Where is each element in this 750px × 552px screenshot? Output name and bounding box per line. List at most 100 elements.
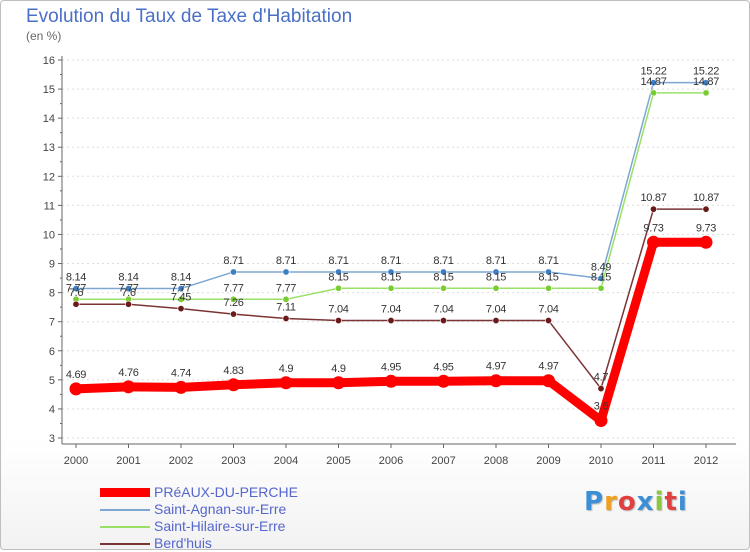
data-label: 8.71 bbox=[538, 255, 558, 267]
data-point bbox=[544, 317, 552, 325]
data-point bbox=[492, 317, 500, 325]
axis-layer: 3 4 5 6 7 8 9 10 11 12 13 14 15 16 2000 2001 2002 2003 200… bbox=[43, 55, 736, 467]
data-label: 7.04 bbox=[538, 304, 558, 316]
data-label: 7.11 bbox=[276, 301, 296, 313]
data-label: 8.71 bbox=[328, 255, 348, 267]
x-tick-label: 2012 bbox=[694, 455, 718, 467]
x-tick-label: 2004 bbox=[274, 455, 298, 467]
data-point bbox=[437, 374, 450, 388]
chart-subtitle: (en %) bbox=[26, 29, 62, 43]
data-point bbox=[227, 378, 240, 392]
legend-swatch bbox=[100, 526, 150, 528]
data-label: 8.14 bbox=[118, 272, 138, 284]
chart-title: Evolution du Taux de Taxe d'Habitation bbox=[26, 6, 353, 27]
data-label: 8.49 bbox=[591, 261, 611, 273]
y-tick-label: 11 bbox=[44, 200, 55, 212]
data-point bbox=[177, 295, 185, 303]
data-point bbox=[72, 285, 80, 293]
data-label: 7.04 bbox=[328, 304, 348, 316]
data-point bbox=[699, 235, 713, 249]
data-label: 8.15 bbox=[538, 271, 558, 283]
proxiti-logo: Proxiti bbox=[584, 487, 688, 517]
logo-letter: i bbox=[677, 487, 688, 517]
data-point bbox=[282, 295, 290, 303]
data-label: 3.6 bbox=[594, 401, 609, 413]
data-point bbox=[122, 380, 135, 394]
data-label-layer: 8.14 8.14 8.14 8.71 8.71 8.71 8.71 8.71 8.71 8.71… bbox=[66, 66, 720, 413]
data-label: 7.45 bbox=[171, 292, 191, 304]
data-point bbox=[647, 235, 660, 249]
data-point bbox=[387, 317, 395, 325]
y-tick-label: 15 bbox=[43, 84, 55, 96]
legend-label: PRéAUX-DU-PERCHE bbox=[154, 484, 298, 500]
legend-item: PRéAUX-DU-PERCHE bbox=[100, 484, 360, 501]
data-label: 8.71 bbox=[381, 255, 401, 267]
series-layer bbox=[69, 79, 713, 428]
y-tick-label: 14 bbox=[43, 113, 55, 125]
data-label: 8.71 bbox=[486, 255, 506, 267]
data-label: 7.6 bbox=[121, 287, 136, 299]
x-tick-label: 2000 bbox=[64, 455, 88, 467]
data-point bbox=[544, 268, 552, 276]
legend-label: Saint-Hilaire-sur-Erre bbox=[154, 518, 286, 534]
data-label: 7.6 bbox=[69, 287, 84, 299]
data-label: 8.71 bbox=[276, 255, 296, 267]
data-label: 4.95 bbox=[433, 361, 453, 373]
logo-letter: t bbox=[664, 487, 678, 517]
data-point bbox=[542, 374, 555, 388]
data-label: 7.26 bbox=[223, 297, 243, 309]
legend-item: Saint-Agnan-sur-Erre bbox=[100, 501, 360, 518]
data-label: 8.14 bbox=[66, 272, 86, 284]
data-point bbox=[439, 268, 447, 276]
data-point bbox=[387, 268, 395, 276]
data-label: 4.97 bbox=[538, 361, 558, 373]
x-tick-label: 2005 bbox=[326, 455, 350, 467]
data-point bbox=[702, 89, 710, 97]
y-tick-label: 9 bbox=[49, 259, 55, 271]
data-label: 8.71 bbox=[433, 255, 453, 267]
y-tick-label: 6 bbox=[49, 346, 55, 358]
data-point bbox=[177, 305, 185, 313]
data-label: 7.04 bbox=[433, 304, 453, 316]
data-label: 7.77 bbox=[171, 282, 191, 294]
data-point bbox=[332, 376, 345, 390]
data-point bbox=[334, 268, 342, 276]
logo-letter: P bbox=[584, 487, 605, 517]
data-label: 10.87 bbox=[693, 192, 719, 204]
y-tick-label: 16 bbox=[43, 55, 55, 67]
data-point bbox=[174, 380, 188, 394]
data-label: 8.15 bbox=[591, 271, 611, 283]
data-point bbox=[282, 268, 290, 276]
legend-swatch bbox=[100, 509, 150, 511]
x-tick-label: 2006 bbox=[379, 455, 403, 467]
data-point bbox=[597, 385, 605, 393]
data-point bbox=[489, 374, 503, 388]
data-label: 4.9 bbox=[279, 363, 294, 375]
chart-legend: PRéAUX-DU-PERCHE Saint-Agnan-sur-Erre Sa… bbox=[100, 484, 360, 552]
data-point bbox=[649, 79, 657, 87]
data-point bbox=[649, 89, 657, 97]
data-label: 8.14 bbox=[171, 272, 191, 284]
data-point bbox=[69, 382, 83, 396]
data-label: 15.22 bbox=[640, 66, 666, 78]
x-tick-label: 2010 bbox=[589, 455, 613, 467]
data-point bbox=[544, 284, 552, 292]
data-point bbox=[649, 205, 657, 213]
data-label: 4.76 bbox=[118, 367, 138, 379]
data-label: 4.83 bbox=[223, 365, 243, 377]
data-label: 4.97 bbox=[486, 361, 506, 373]
data-point bbox=[279, 376, 293, 390]
legend-item: Berd'huis bbox=[100, 535, 360, 552]
data-label: 8.15 bbox=[381, 271, 401, 283]
legend-item: Saint-Hilaire-sur-Erre bbox=[100, 518, 360, 535]
data-point bbox=[230, 310, 238, 318]
series-line bbox=[75, 92, 707, 301]
logo-letter: o bbox=[617, 487, 637, 517]
data-label: 7.77 bbox=[223, 282, 243, 294]
data-point bbox=[594, 414, 608, 428]
data-point bbox=[334, 284, 342, 292]
x-tick-label: 2007 bbox=[431, 455, 455, 467]
data-point bbox=[702, 79, 710, 87]
data-point bbox=[282, 314, 290, 322]
x-tick-label: 2002 bbox=[169, 455, 193, 467]
